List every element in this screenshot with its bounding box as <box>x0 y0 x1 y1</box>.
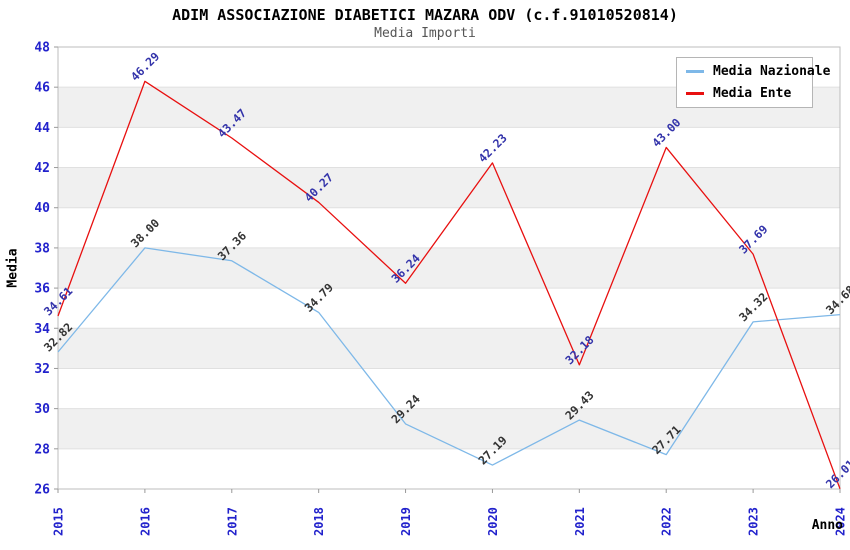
y-tick-label: 32 <box>34 362 50 377</box>
series-line-media-ente <box>57 80 841 490</box>
y-axis-label: Media <box>5 248 21 288</box>
x-tick-label: 2022 <box>660 507 674 536</box>
x-tick-label: 2023 <box>747 507 761 536</box>
chart-subtitle: Media Importi <box>374 26 476 41</box>
y-tick-label: 42 <box>34 161 50 176</box>
point-label: 46.29 <box>128 49 162 83</box>
x-tick-label: 2016 <box>138 507 152 536</box>
legend-item-media-nazionale: Media Nazionale <box>686 64 830 79</box>
grid-band <box>58 247 840 289</box>
point-label: 26.01 <box>823 457 850 491</box>
y-tick-label: 34 <box>34 322 50 337</box>
chart-title: ADIM ASSOCIAZIONE DIABETICI MAZARA ODV (… <box>172 6 678 24</box>
y-tick-label: 36 <box>34 282 50 297</box>
legend-item-media-ente: Media Ente <box>686 86 803 101</box>
x-tick-label: 2019 <box>399 507 413 536</box>
y-tick-label: 46 <box>34 81 50 96</box>
x-tick-label: 2017 <box>225 507 239 536</box>
x-tick-label: 2020 <box>486 507 500 536</box>
legend: Media Nazionale Media Ente <box>676 57 830 108</box>
y-tick-label: 44 <box>34 121 50 136</box>
legend-swatch-media-ente <box>686 92 704 95</box>
y-tick-label: 38 <box>34 241 50 256</box>
legend-label: Media Nazionale <box>713 64 831 79</box>
plot-border <box>57 46 841 490</box>
y-tick-label: 30 <box>34 402 50 417</box>
y-tick-label: 40 <box>34 201 50 216</box>
legend-label: Media Ente <box>713 86 792 101</box>
grid-band <box>58 167 840 208</box>
y-tick-label: 48 <box>34 41 50 56</box>
x-tick-label: 2018 <box>312 507 326 536</box>
y-tick-label: 28 <box>34 442 50 457</box>
x-tick-label: 2021 <box>573 507 587 536</box>
point-label: 38.00 <box>128 216 162 250</box>
grid-band <box>58 408 840 449</box>
x-axis-label: Anno <box>811 518 843 533</box>
series-line-media-nazionale <box>57 247 841 466</box>
grid-band <box>58 328 840 369</box>
y-tick-label: 26 <box>34 483 50 498</box>
x-tick-label: 2024 <box>834 507 848 536</box>
point-label: 34.32 <box>736 290 770 324</box>
legend-swatch-media-nazionale <box>686 70 704 73</box>
x-tick-label: 2015 <box>52 507 66 536</box>
point-label: 42.23 <box>475 131 509 165</box>
